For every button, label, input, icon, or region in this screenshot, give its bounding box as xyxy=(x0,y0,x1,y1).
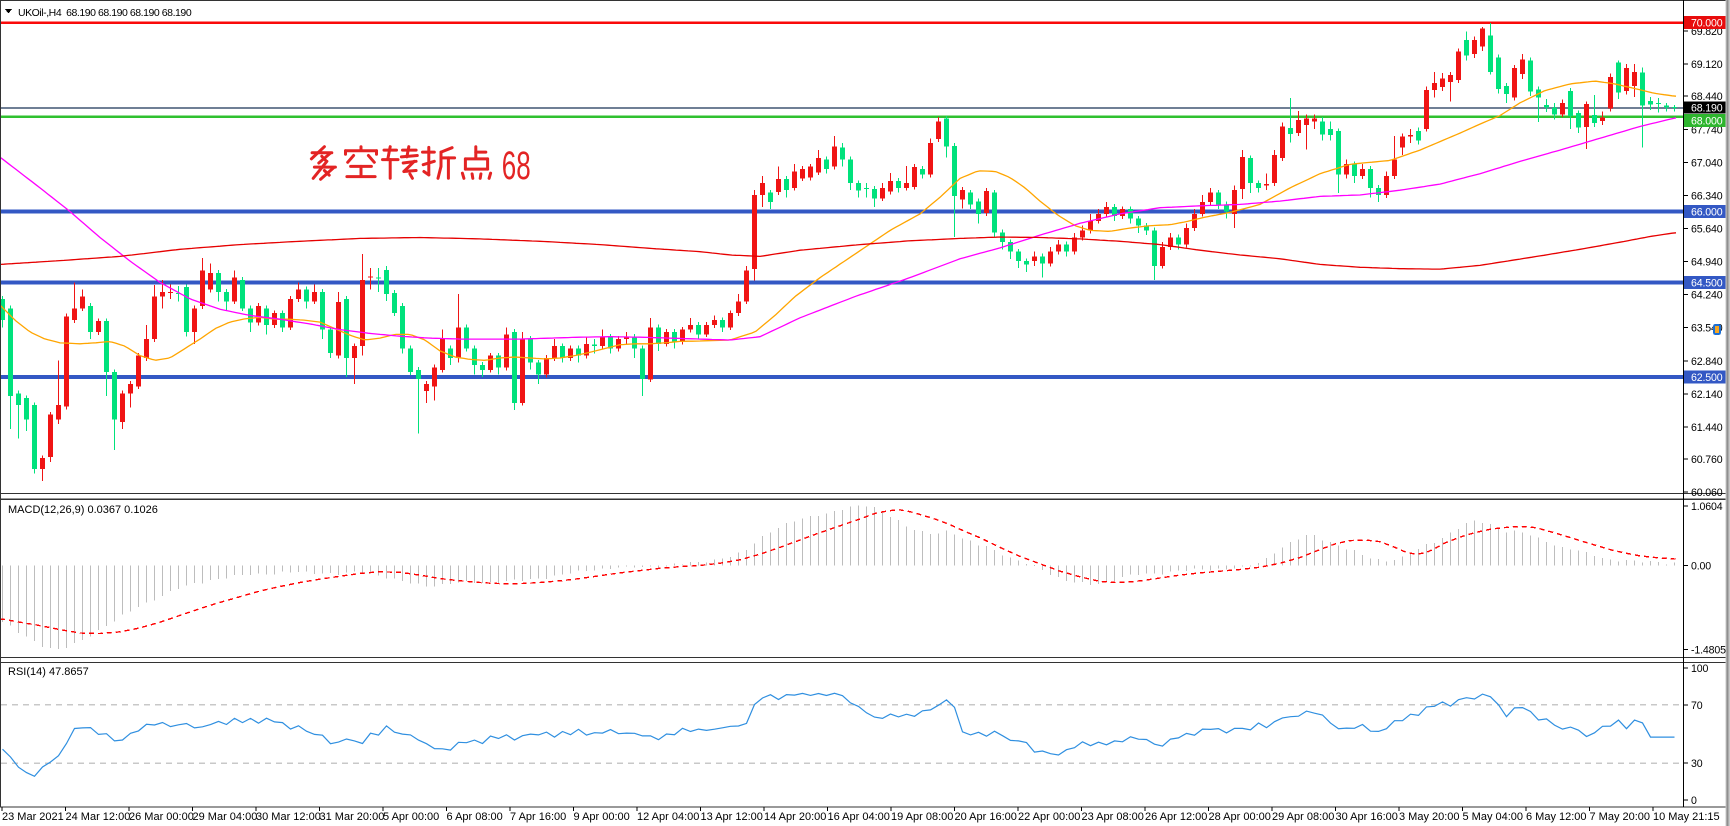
svg-text:0.00: 0.00 xyxy=(1691,561,1711,573)
svg-text:61.440: 61.440 xyxy=(1691,422,1723,434)
svg-text:22 Apr 00:00: 22 Apr 00:00 xyxy=(1018,811,1080,823)
svg-text:6 Apr 08:00: 6 Apr 08:00 xyxy=(447,811,503,823)
svg-text:29 Apr 08:00: 29 Apr 08:00 xyxy=(1272,811,1334,823)
svg-text:10 May 21:15: 10 May 21:15 xyxy=(1653,811,1720,823)
svg-text:31 Mar 20:00: 31 Mar 20:00 xyxy=(320,811,385,823)
svg-text:66.000: 66.000 xyxy=(1691,207,1723,219)
svg-text:5 Apr 00:00: 5 Apr 00:00 xyxy=(383,811,439,823)
svg-text:69.120: 69.120 xyxy=(1691,59,1723,71)
svg-text:100: 100 xyxy=(1691,663,1708,675)
svg-text:26 Mar 00:00: 26 Mar 00:00 xyxy=(129,811,194,823)
svg-text:24 Mar 12:00: 24 Mar 12:00 xyxy=(66,811,131,823)
svg-text:MACD(12,26,9) 0.0367 0.1026: MACD(12,26,9) 0.0367 0.1026 xyxy=(8,504,158,516)
svg-text:70.000: 70.000 xyxy=(1691,18,1723,30)
svg-text:64.240: 64.240 xyxy=(1691,290,1723,302)
svg-text:7 May 20:00: 7 May 20:00 xyxy=(1590,811,1651,823)
svg-text:67.740: 67.740 xyxy=(1691,124,1723,136)
svg-text:5 May 04:00: 5 May 04:00 xyxy=(1463,811,1524,823)
svg-text:9 Apr 00:00: 9 Apr 00:00 xyxy=(574,811,630,823)
svg-text:64.940: 64.940 xyxy=(1691,257,1723,269)
svg-text:60.760: 60.760 xyxy=(1691,454,1723,466)
svg-text:20 Apr 16:00: 20 Apr 16:00 xyxy=(955,811,1017,823)
svg-text:30 Apr 16:00: 30 Apr 16:00 xyxy=(1336,811,1398,823)
svg-text:30: 30 xyxy=(1691,758,1703,770)
svg-text:3 May 20:00: 3 May 20:00 xyxy=(1399,811,1460,823)
svg-text:60.060: 60.060 xyxy=(1691,487,1723,499)
svg-text:28 Apr 00:00: 28 Apr 00:00 xyxy=(1209,811,1271,823)
svg-text:62.140: 62.140 xyxy=(1691,389,1723,401)
svg-text:13 Apr 12:00: 13 Apr 12:00 xyxy=(701,811,763,823)
svg-text:65.640: 65.640 xyxy=(1691,224,1723,236)
svg-text:19 Apr 08:00: 19 Apr 08:00 xyxy=(891,811,953,823)
svg-text:RSI(14) 47.8657: RSI(14) 47.8657 xyxy=(8,666,89,678)
svg-text:26 Apr 12:00: 26 Apr 12:00 xyxy=(1145,811,1207,823)
svg-text:68.000: 68.000 xyxy=(1691,115,1723,127)
svg-text:66.340: 66.340 xyxy=(1691,190,1723,202)
svg-text:14 Apr 20:00: 14 Apr 20:00 xyxy=(764,811,826,823)
svg-text:12 Apr 04:00: 12 Apr 04:00 xyxy=(637,811,699,823)
svg-text:68.190: 68.190 xyxy=(1691,102,1723,114)
svg-text:62.500: 62.500 xyxy=(1691,372,1723,384)
svg-text:0: 0 xyxy=(1691,795,1697,807)
svg-text:6 May 12:00: 6 May 12:00 xyxy=(1526,811,1587,823)
svg-text:62.840: 62.840 xyxy=(1691,356,1723,368)
svg-text:68.440: 68.440 xyxy=(1691,91,1723,103)
svg-text:68: 68 xyxy=(502,143,531,188)
svg-text:64.500: 64.500 xyxy=(1691,277,1723,289)
svg-text:1.0604: 1.0604 xyxy=(1691,501,1723,513)
svg-text:UKOil-,H4 68.190 68.190 68.19: UKOil-,H4 68.190 68.190 68.190 68.190 xyxy=(18,7,192,19)
svg-text:-1.4805: -1.4805 xyxy=(1691,644,1726,656)
svg-text:23 Apr 08:00: 23 Apr 08:00 xyxy=(1082,811,1144,823)
svg-text:67.040: 67.040 xyxy=(1691,157,1723,169)
svg-text:29 Mar 04:00: 29 Mar 04:00 xyxy=(193,811,258,823)
svg-text:16 Apr 04:00: 16 Apr 04:00 xyxy=(828,811,890,823)
svg-text:30 Mar 12:00: 30 Mar 12:00 xyxy=(256,811,321,823)
svg-text:70: 70 xyxy=(1691,700,1703,712)
svg-text:7 Apr 16:00: 7 Apr 16:00 xyxy=(510,811,566,823)
svg-text:23 Mar 2021: 23 Mar 2021 xyxy=(2,811,64,823)
